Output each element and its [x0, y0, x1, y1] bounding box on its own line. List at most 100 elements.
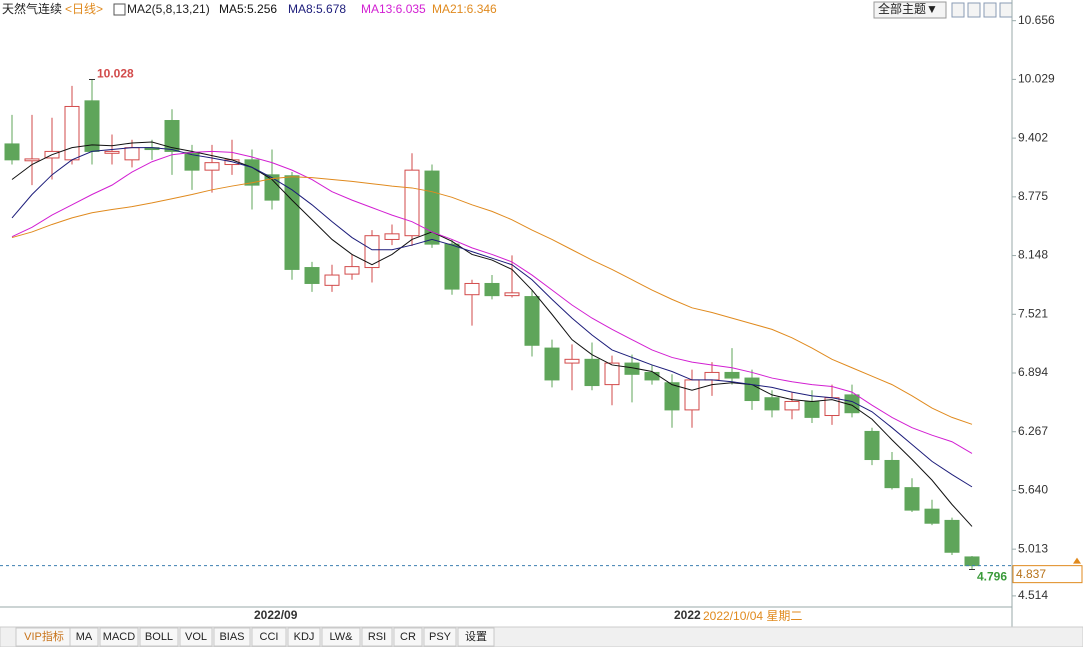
- tab[interactable]: [139, 627, 179, 647]
- candle-body: [744, 377, 760, 402]
- legend-entry: MA13:6.035: [361, 2, 426, 16]
- candle-body: [904, 487, 920, 511]
- icon-button[interactable]: [999, 2, 1013, 18]
- toolbar-icons: [951, 2, 1013, 18]
- y-tick-label: 6.267: [1018, 424, 1048, 438]
- candle-body: [884, 459, 900, 489]
- y-tick-label: 6.894: [1018, 365, 1048, 379]
- candle-body: [924, 508, 940, 524]
- candle-body: [24, 158, 40, 162]
- tab[interactable]: [287, 627, 321, 647]
- candle-body: [344, 266, 360, 275]
- tab-label[interactable]: LW&: [329, 631, 353, 643]
- tab-label[interactable]: VIP指标: [24, 629, 64, 643]
- ma-line: [11, 176, 973, 425]
- candle-body: [64, 105, 80, 161]
- tab[interactable]: [423, 627, 457, 647]
- candle-body: [364, 235, 380, 269]
- ma-line: [11, 147, 973, 488]
- ma-line: [11, 150, 973, 454]
- tab-label[interactable]: MA: [76, 631, 93, 643]
- candle-body: [424, 170, 440, 245]
- icon-button[interactable]: [983, 2, 997, 18]
- candle-body: [304, 267, 320, 284]
- tab-label[interactable]: KDJ: [294, 631, 315, 643]
- icon-button[interactable]: [951, 2, 965, 18]
- tab-label[interactable]: CR: [400, 631, 416, 643]
- candle-body: [604, 362, 620, 386]
- y-tick-label: 10.656: [1018, 13, 1055, 27]
- candle-body: [964, 556, 980, 567]
- tab[interactable]: [361, 627, 393, 647]
- indicator-icon[interactable]: [113, 3, 126, 16]
- candle-body: [404, 169, 420, 237]
- tab[interactable]: [69, 627, 99, 647]
- candle-body: [444, 243, 460, 290]
- x-tick-label: 2022/09: [254, 608, 298, 622]
- tab-label[interactable]: VOL: [185, 631, 207, 643]
- crosshair-date: 2022/10/04 星期二: [703, 609, 802, 623]
- candle-body: [104, 150, 120, 154]
- chart-title: 天然气连续: [2, 1, 62, 16]
- candle-body: [324, 274, 340, 286]
- crosshair-date-box: [702, 608, 812, 625]
- period-label[interactable]: <日线>: [65, 2, 103, 16]
- candle-body: [544, 347, 560, 381]
- y-tick-label: 5.640: [1018, 483, 1048, 497]
- tab[interactable]: [393, 627, 423, 647]
- y-tick-label: 10.029: [1018, 72, 1055, 86]
- candle-body: [204, 162, 220, 171]
- legend-entry: MA5:5.256: [219, 2, 277, 16]
- tab-label[interactable]: PSY: [429, 631, 452, 643]
- tab-label[interactable]: RSI: [368, 631, 386, 643]
- tab[interactable]: [179, 627, 213, 647]
- y-tick-label: 8.775: [1018, 189, 1048, 203]
- legend-entry: MA8:5.678: [288, 2, 346, 16]
- indicator-label: MA2(5,8,13,21): [127, 2, 210, 16]
- x-tick-label: 2022: [674, 608, 701, 622]
- candle-body: [684, 379, 700, 411]
- candle-body: [724, 371, 740, 379]
- candle-body: [504, 292, 520, 297]
- candle-body: [644, 371, 660, 381]
- candle-body: [664, 382, 680, 411]
- tab-label[interactable]: CCI: [260, 631, 279, 643]
- candle-body: [564, 358, 580, 364]
- y-tick-label: 5.013: [1018, 541, 1048, 555]
- candle-body: [944, 519, 960, 553]
- icon-button[interactable]: [967, 2, 981, 18]
- candle-body: [4, 143, 20, 161]
- candle-body: [284, 175, 300, 270]
- legend-entry: MA21:6.346: [432, 2, 497, 16]
- candle-body: [864, 430, 880, 461]
- candle-body: [464, 282, 480, 296]
- y-tick-label: 4.514: [1018, 588, 1048, 602]
- tab[interactable]: [99, 627, 139, 647]
- theme-button-label[interactable]: 全部主题▼: [878, 1, 938, 16]
- ma-line: [11, 141, 973, 527]
- candle-body: [804, 400, 820, 418]
- tab[interactable]: [457, 627, 495, 647]
- high-label: 10.028: [97, 67, 134, 81]
- y-tick-label: 9.402: [1018, 130, 1048, 144]
- tab[interactable]: [321, 627, 361, 647]
- tab-label[interactable]: BOLL: [145, 631, 173, 643]
- candle-body: [484, 282, 500, 297]
- tab-label[interactable]: 设置: [465, 630, 487, 643]
- tab[interactable]: [251, 627, 287, 647]
- tab[interactable]: [213, 627, 251, 647]
- low-label: 4.796: [977, 570, 1007, 584]
- candle-body: [164, 120, 180, 152]
- current-price-box: [1012, 565, 1083, 584]
- current-price-label: 4.837: [1016, 567, 1046, 581]
- candle-body: [784, 400, 800, 411]
- current-price-marker: [1073, 557, 1081, 564]
- tab-label[interactable]: BIAS: [219, 631, 244, 643]
- tab-label[interactable]: MACD: [103, 631, 135, 643]
- theme-button[interactable]: [873, 1, 947, 19]
- candle-body: [124, 147, 140, 161]
- candle-body: [264, 174, 280, 201]
- y-tick-label: 7.521: [1018, 306, 1048, 320]
